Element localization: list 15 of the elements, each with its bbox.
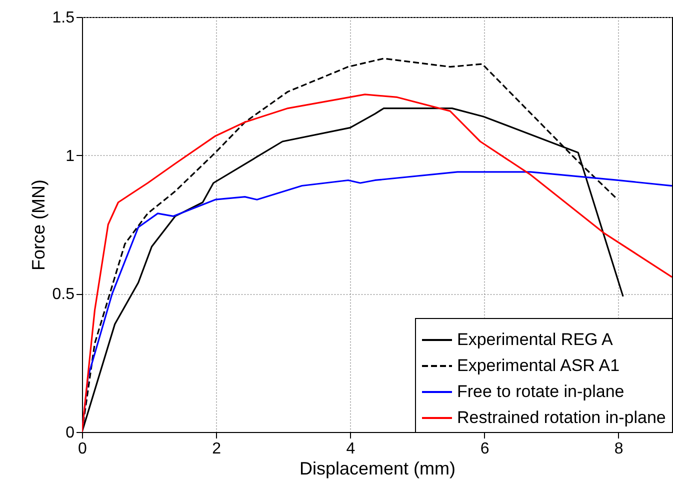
y-tick-label: 0 (66, 424, 75, 442)
legend-label: Experimental REG A (457, 330, 614, 349)
x-tick-label: 8 (614, 440, 624, 458)
x-tick-label: 6 (480, 440, 490, 458)
x-tick-label: 2 (212, 440, 222, 458)
legend-label: Experimental ASR A1 (457, 356, 620, 375)
y-axis-title: Force (MN) (28, 180, 48, 270)
y-tick-label: 0.5 (52, 286, 75, 304)
y-tick-label: 1 (66, 148, 75, 165)
legend-label: Restrained rotation in-plane (457, 408, 666, 427)
legend-label: Free to rotate in-plane (457, 382, 624, 401)
x-axis-title: Displacement (mm) (299, 458, 456, 478)
y-tick-label: 1.5 (52, 10, 75, 26)
x-tick-label: 0 (78, 440, 88, 458)
x-tick-label: 4 (346, 440, 356, 458)
